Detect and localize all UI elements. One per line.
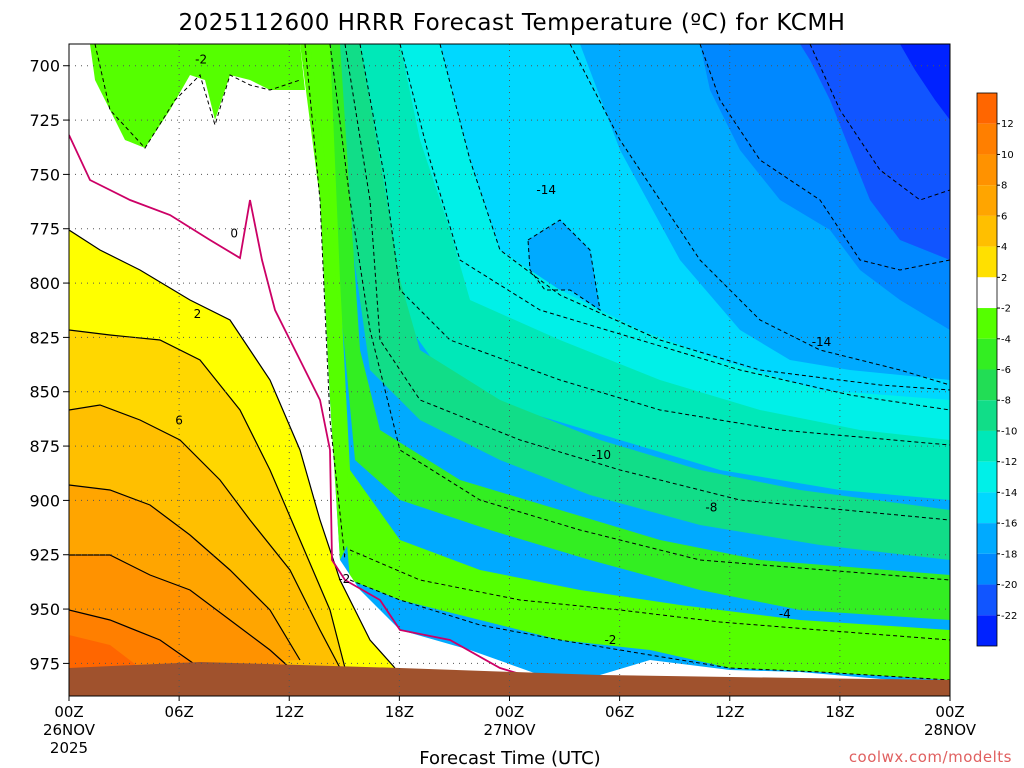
x-tick-label: 00Z — [495, 703, 524, 721]
colorbar-label: -22 — [1001, 611, 1017, 622]
y-tick-label: 950 — [29, 600, 60, 619]
colorbar-label: -6 — [1001, 365, 1011, 376]
colorbar-swatch — [977, 154, 997, 186]
temperature-field — [69, 44, 950, 696]
y-tick-label: 875 — [29, 437, 60, 456]
contour-label: 6 — [175, 413, 183, 427]
colorbar-label: 2 — [1001, 273, 1007, 284]
x-tick-label: 00Z — [935, 703, 964, 721]
credit-text: coolwx.com/modelts — [849, 748, 1012, 766]
colorbar-swatch — [977, 492, 997, 524]
contour-label: -2 — [604, 633, 616, 647]
contour-label: -2 — [338, 572, 350, 586]
y-tick-label: 700 — [29, 57, 60, 76]
contour-label: -4 — [779, 607, 791, 621]
colorbar-swatch — [977, 277, 997, 309]
y-tick-label: 725 — [29, 111, 60, 130]
y-tick-label: 800 — [29, 274, 60, 293]
colorbar-swatch — [977, 461, 997, 493]
y-axis: 700 725 750 775 800 825 850 875 900 925 950 975 — [29, 57, 69, 673]
colorbar-swatch — [977, 369, 997, 401]
colorbar-swatch — [977, 615, 997, 646]
solid-isotherms — [69, 229, 396, 669]
colorbar-label: -8 — [1001, 396, 1011, 407]
contour-labels: -2 0 2 6 -14 -14 -10 -8 -4 -2 -2 — [175, 53, 831, 647]
colorbar-label: 4 — [1001, 242, 1007, 253]
chart-title: 2025112600 HRRR Forecast Temperature (ºC… — [179, 10, 846, 36]
colorbar-label: -12 — [1001, 457, 1017, 468]
colorbar-legend: 12 10 8 6 4 2 -2 -4 -6 -8 -10 -12 -14 -16 -18 -20 -22 — [976, 92, 1017, 647]
colorbar-swatch — [977, 400, 997, 431]
field-region-upper-left-minus2 — [90, 44, 305, 148]
y-tick-label: 750 — [29, 165, 60, 184]
y-tick-label: 850 — [29, 383, 60, 402]
colorbar-swatch — [977, 215, 997, 247]
colorbar-swatch — [977, 246, 997, 278]
contour-label: -10 — [591, 448, 611, 462]
x-tick-label: 06Z — [605, 703, 634, 721]
x-tick-date: 28NOV — [924, 721, 977, 739]
x-tick-label: 18Z — [825, 703, 854, 721]
colorbar-swatch — [977, 123, 997, 155]
grid-lines — [69, 44, 950, 696]
field-region-minus22 — [900, 44, 950, 120]
colorbar-swatch — [977, 584, 997, 616]
field-region-minus8 — [315, 44, 950, 560]
colorbar-label: -10 — [1001, 426, 1017, 437]
y-tick-label: 825 — [29, 328, 60, 347]
colorbar-swatch — [977, 523, 997, 554]
colorbar-swatch — [977, 308, 997, 339]
y-tick-label: 925 — [29, 546, 60, 565]
x-tick-year: 2025 — [50, 739, 88, 757]
colorbar-swatch — [977, 430, 997, 462]
colorbar-label: -2 — [1001, 304, 1011, 315]
freezing-line — [69, 134, 541, 681]
x-axis-label: Forecast Time (UTC) — [419, 748, 600, 768]
colorbar-label: 10 — [1001, 150, 1014, 161]
x-tick-label: 00Z — [54, 703, 83, 721]
contour-label: -14 — [812, 335, 832, 349]
ground-terrain — [69, 662, 950, 696]
field-region-minus20 — [800, 44, 950, 260]
field-region-minus14 — [310, 44, 950, 440]
colorbar-label: -14 — [1001, 488, 1017, 499]
colorbar-label: -16 — [1001, 519, 1017, 530]
x-tick-date: 27NOV — [483, 721, 536, 739]
colorbar-label: 6 — [1001, 211, 1007, 222]
colorbar-swatch — [977, 185, 997, 216]
contour-label: -14 — [536, 183, 556, 197]
contour-label: 2 — [194, 307, 202, 321]
colorbar-swatch — [977, 553, 997, 585]
x-tick-date: 26NOV — [43, 721, 96, 739]
x-tick-label: 12Z — [275, 703, 304, 721]
x-tick-label: 06Z — [164, 703, 193, 721]
colorbar-label: -20 — [1001, 580, 1017, 591]
contour-label: 0 — [230, 226, 238, 240]
colorbar-swatch — [977, 93, 997, 124]
x-tick-label: 12Z — [715, 703, 744, 721]
colorbar-label: -18 — [1001, 549, 1017, 560]
colorbar-label: 12 — [1001, 119, 1014, 130]
colorbar-swatch — [977, 338, 997, 370]
y-tick-label: 975 — [29, 654, 60, 673]
y-tick-label: 775 — [29, 220, 60, 239]
contour-label: -8 — [705, 500, 717, 514]
y-tick-label: 900 — [29, 491, 60, 510]
colorbar-label: -4 — [1001, 334, 1011, 345]
colorbar-label: 8 — [1001, 181, 1007, 192]
contour-label: -2 — [195, 53, 207, 67]
x-tick-label: 18Z — [385, 703, 414, 721]
